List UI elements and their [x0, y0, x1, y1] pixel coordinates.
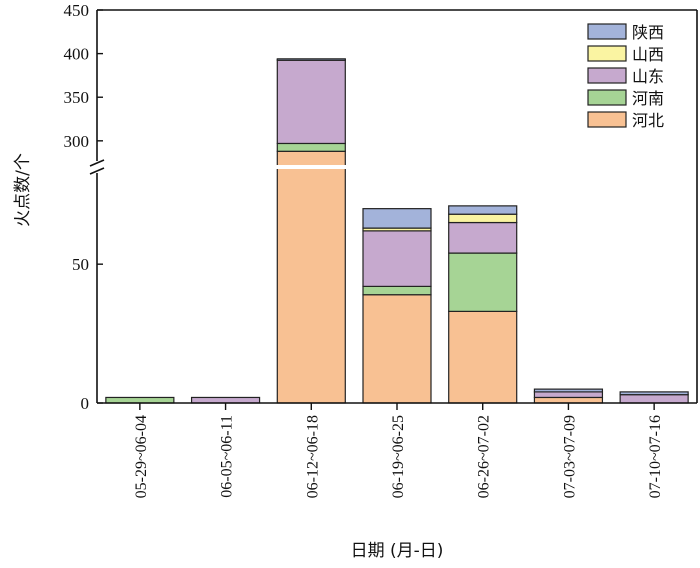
- bar-segment-5-5: [448, 205, 518, 215]
- bars-layer: [95, 58, 699, 404]
- category-labels: 05-29~06-04 06-05~06-11 06-12~06-18 06-19~0…: [133, 415, 664, 498]
- bar-segment-3-5: [276, 58, 346, 61]
- legend-swatch: [587, 89, 627, 106]
- legend-swatch: [587, 67, 627, 84]
- ticks-layer: 0 50 300 350 400 450: [64, 1, 655, 413]
- bar-segment-6-3: [533, 391, 604, 399]
- legend-swatch: [587, 111, 627, 128]
- bar-segment-3-1: [276, 150, 346, 404]
- y-tick-label: 50: [72, 255, 89, 274]
- y-tick-label: 350: [64, 88, 90, 107]
- bar-segment-6-1: [533, 396, 604, 404]
- bar-segment-3-2: [276, 142, 346, 152]
- bar-segment-4-5: [362, 208, 432, 229]
- y-tick-label: 0: [81, 394, 90, 413]
- bar-segment-3-3: [276, 59, 346, 145]
- bar-segment-5-2: [448, 252, 518, 312]
- y-axis-title: 火点数/个: [13, 153, 33, 227]
- x-category-label: 06-26~07-02: [476, 415, 493, 498]
- bar-segment-5-3: [448, 221, 518, 254]
- legend-label: 河南: [632, 89, 664, 108]
- bar-segment-5-4: [448, 213, 518, 224]
- x-category-label: 07-03~07-09: [561, 415, 578, 498]
- bar-segment-2-3: [190, 396, 261, 404]
- bar-segment-7-5: [619, 391, 689, 396]
- x-category-label: 06-05~06-11: [219, 415, 236, 498]
- legend-label: 河北: [632, 111, 664, 130]
- axis-break-mark-2: [89, 167, 105, 175]
- legend-label: 陕西: [632, 23, 664, 42]
- x-category-label: 06-12~06-18: [304, 415, 321, 498]
- axis-break-mark-1: [89, 159, 105, 167]
- legend-label: 山西: [632, 45, 664, 64]
- x-category-label: 06-19~06-25: [390, 415, 407, 498]
- legend-swatch: [587, 45, 627, 62]
- x-axis-title: 日期 (月-日): [351, 541, 444, 561]
- y-tick-label: 300: [64, 132, 90, 151]
- bar-segment-4-2: [362, 285, 432, 296]
- y-tick-label: 400: [64, 45, 90, 64]
- bar-segment-7-3: [619, 394, 689, 404]
- legend-swatch: [587, 23, 627, 40]
- y-tick-label: 450: [64, 1, 90, 20]
- x-category-label: 05-29~06-04: [133, 415, 150, 498]
- legend-label: 山东: [632, 67, 664, 86]
- bar-segment-5-1: [448, 310, 518, 404]
- bar-segment-4-1: [362, 294, 432, 404]
- axis-break-gap: [95, 165, 699, 169]
- x-category-label: 07-10~07-16: [647, 415, 664, 498]
- bar-segment-1-2: [105, 396, 175, 404]
- bar-segment-6-5: [533, 388, 604, 393]
- bar-segment-4-3: [362, 230, 432, 287]
